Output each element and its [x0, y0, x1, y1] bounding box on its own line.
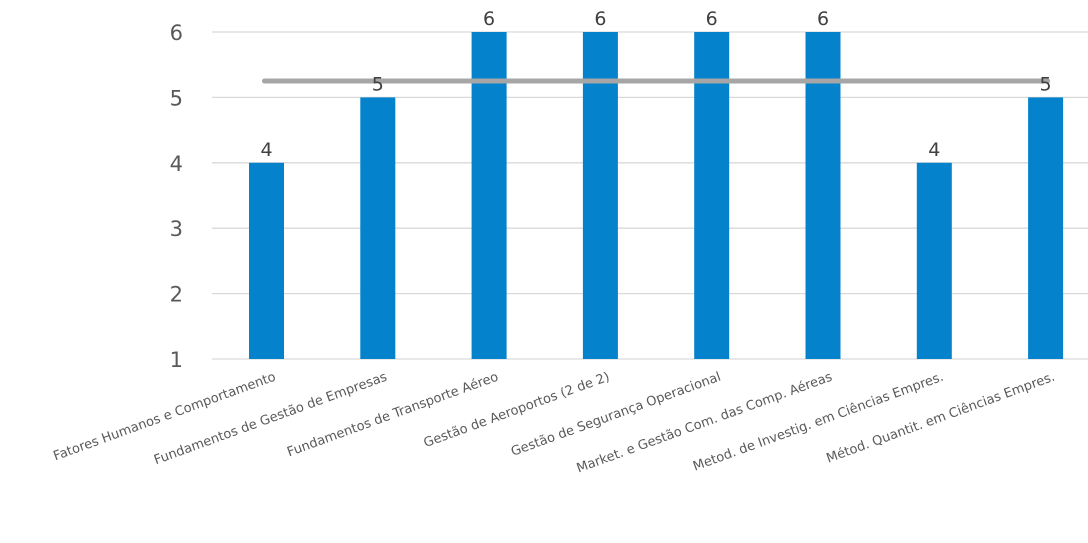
y-tick-label: 3 [170, 217, 183, 241]
data-label: 6 [594, 8, 606, 30]
data-label: 4 [260, 139, 272, 161]
x-category-label: Gestão de Aeroportos (2 de 2) [422, 370, 612, 451]
data-label: 6 [706, 8, 718, 30]
data-label: 5 [1040, 73, 1052, 95]
data-label: 6 [817, 8, 829, 30]
data-labels: 4 5 6 6 6 6 4 5 [260, 8, 1051, 161]
y-tick-label: 1 [170, 348, 183, 372]
bar [916, 162, 952, 359]
x-category-label: Fundamentos de Transporte Aéreo [285, 370, 500, 461]
bars [249, 32, 1064, 360]
y-tick-label: 2 [170, 283, 183, 307]
y-tick-label: 4 [170, 152, 183, 176]
bar [582, 32, 618, 359]
data-label: 6 [483, 8, 495, 30]
data-label: 4 [928, 139, 940, 161]
bar [805, 32, 841, 359]
x-axis-categories: Fatores Humanos e ComportamentoFundament… [52, 370, 1057, 477]
bar [360, 97, 396, 360]
bar [1028, 97, 1064, 360]
y-tick-label: 5 [170, 86, 183, 110]
y-axis-ticks: 1 2 3 4 5 6 [170, 21, 183, 372]
data-label: 5 [372, 73, 384, 95]
bar [471, 32, 507, 359]
y-tick-label: 6 [170, 21, 183, 45]
bar [694, 32, 730, 359]
bar [249, 162, 284, 359]
